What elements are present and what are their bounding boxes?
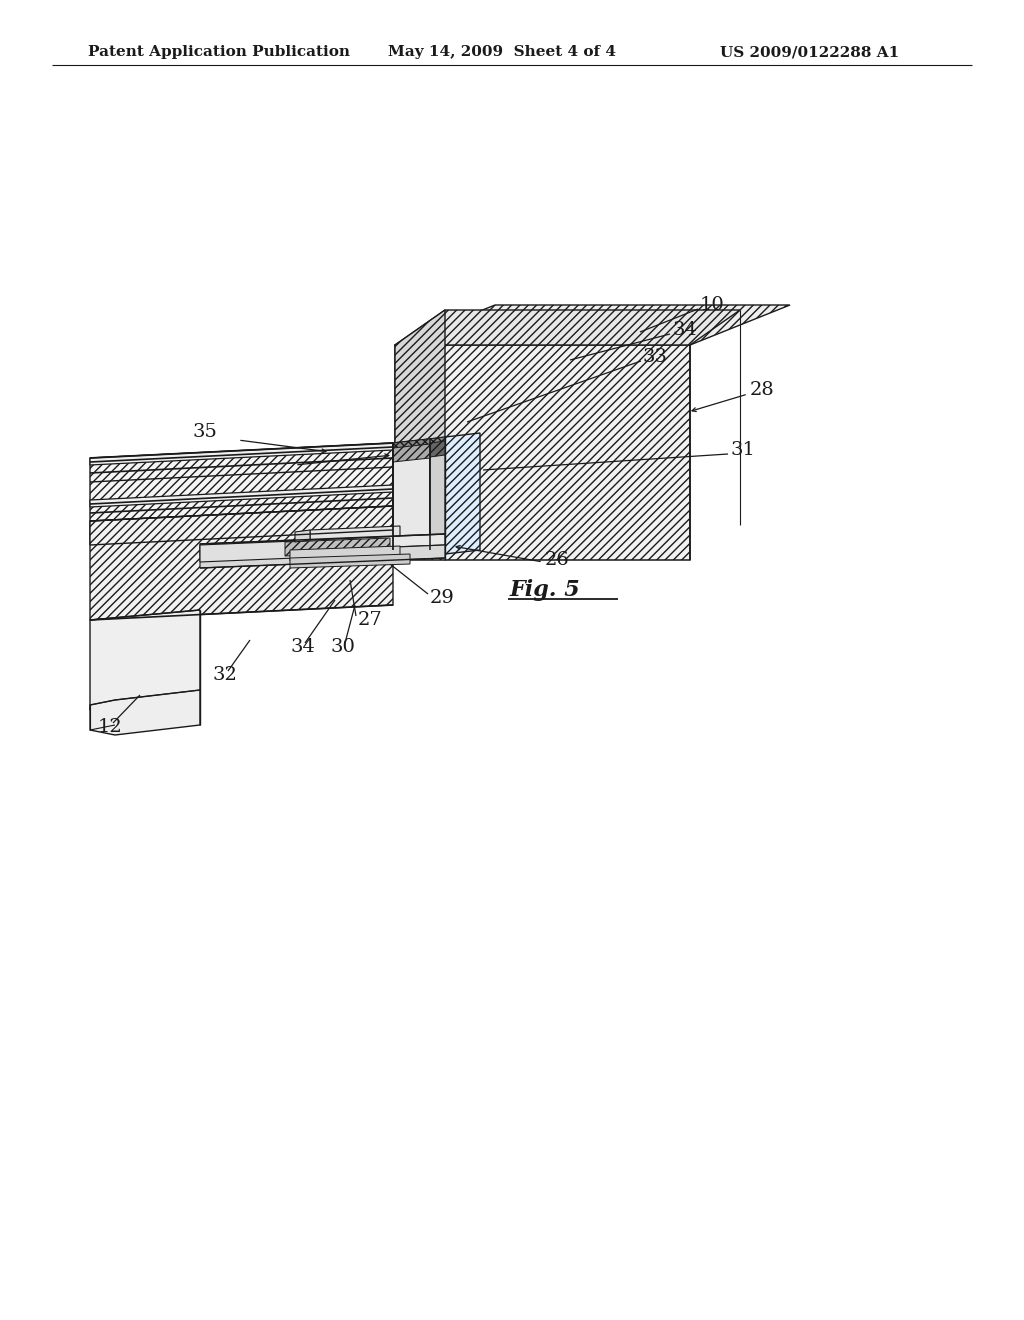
Text: 35: 35: [193, 422, 218, 441]
Polygon shape: [395, 310, 740, 345]
Polygon shape: [395, 310, 445, 560]
Text: 30: 30: [330, 638, 355, 656]
Text: Patent Application Publication: Patent Application Publication: [88, 45, 350, 59]
Text: 28: 28: [750, 381, 775, 399]
Text: 31: 31: [730, 441, 755, 459]
Polygon shape: [310, 525, 400, 540]
Polygon shape: [90, 506, 393, 620]
Polygon shape: [90, 690, 200, 735]
Text: US 2009/0122288 A1: US 2009/0122288 A1: [720, 45, 899, 59]
Text: 26: 26: [545, 550, 569, 569]
Polygon shape: [430, 441, 445, 457]
Text: May 14, 2009  Sheet 4 of 4: May 14, 2009 Sheet 4 of 4: [388, 45, 616, 59]
Polygon shape: [90, 484, 393, 507]
Text: 34: 34: [290, 638, 314, 656]
Text: 34: 34: [672, 321, 697, 339]
Polygon shape: [290, 546, 400, 561]
Polygon shape: [90, 444, 393, 465]
Text: Fig. 5: Fig. 5: [510, 579, 581, 601]
Polygon shape: [295, 531, 310, 543]
Text: 12: 12: [98, 718, 123, 737]
Polygon shape: [90, 610, 200, 710]
Text: 27: 27: [358, 611, 383, 630]
Polygon shape: [445, 433, 480, 554]
Polygon shape: [290, 554, 410, 568]
Text: 33: 33: [643, 348, 668, 366]
Polygon shape: [395, 345, 690, 560]
Polygon shape: [393, 444, 430, 462]
Polygon shape: [393, 437, 445, 455]
Text: 29: 29: [430, 589, 455, 607]
Polygon shape: [90, 444, 393, 545]
Polygon shape: [395, 305, 790, 345]
Text: 10: 10: [700, 296, 725, 314]
Polygon shape: [285, 539, 390, 556]
Polygon shape: [200, 541, 295, 562]
Text: 32: 32: [212, 667, 237, 684]
Polygon shape: [430, 437, 445, 550]
Polygon shape: [393, 440, 430, 554]
Polygon shape: [200, 535, 445, 554]
Polygon shape: [200, 545, 445, 568]
